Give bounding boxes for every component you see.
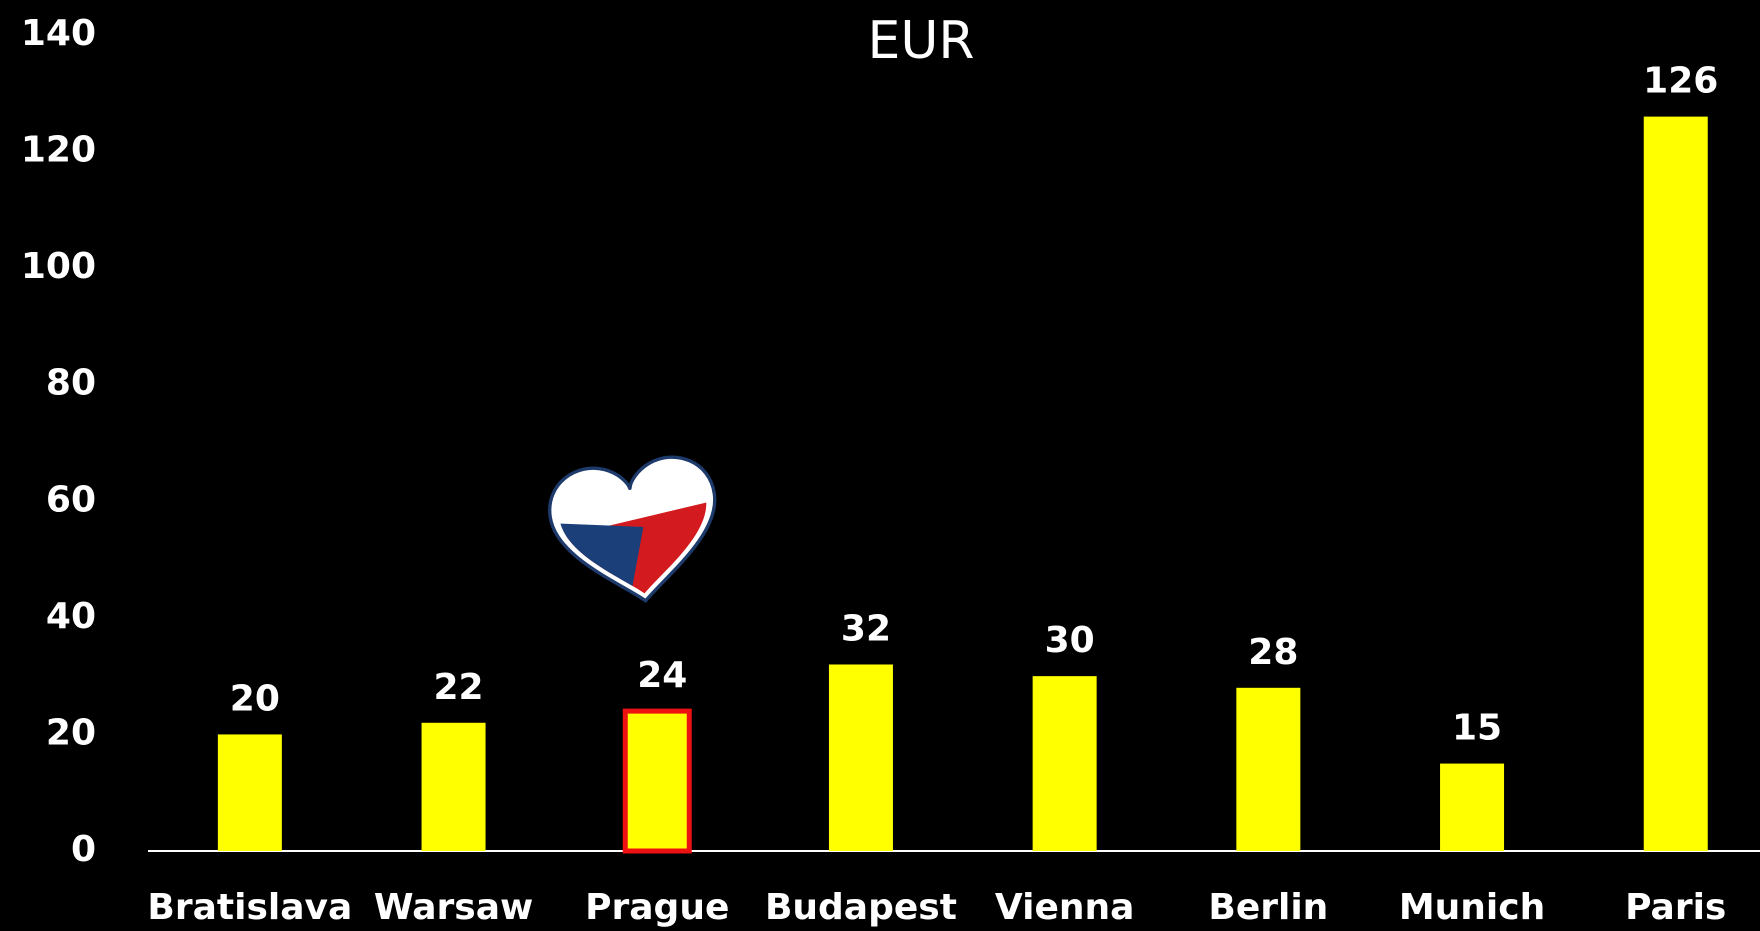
- chart-title: EUR: [867, 11, 974, 71]
- data-label: 22: [433, 667, 483, 708]
- y-tick-label: 40: [46, 596, 96, 637]
- bar: [1032, 676, 1097, 851]
- x-tick-label: Bratislava: [147, 887, 352, 928]
- bar: [828, 664, 893, 851]
- x-tick-label: Prague: [585, 887, 729, 928]
- x-tick-label: Munich: [1399, 887, 1545, 928]
- x-tick-label: Vienna: [995, 887, 1135, 928]
- y-tick-label: 140: [21, 13, 96, 54]
- y-tick-label: 20: [46, 712, 96, 753]
- data-label: 126: [1643, 61, 1718, 102]
- bar: [421, 722, 486, 851]
- x-tick-label: Budapest: [765, 887, 957, 928]
- y-tick-label: 80: [46, 363, 96, 404]
- y-tick-label: 100: [21, 246, 96, 287]
- data-label: 28: [1248, 632, 1298, 673]
- bar: [217, 734, 282, 851]
- data-label: 32: [841, 608, 891, 649]
- data-label: 30: [1045, 620, 1095, 661]
- data-label: 20: [230, 678, 280, 719]
- bar: [1643, 116, 1708, 852]
- x-tick-label: Paris: [1625, 887, 1726, 928]
- bar: [1236, 687, 1301, 851]
- bar: [1440, 763, 1505, 851]
- y-tick-label: 120: [21, 130, 96, 171]
- bar: [622, 708, 692, 854]
- y-tick-label: 0: [71, 829, 96, 870]
- y-tick-label: 60: [46, 479, 96, 520]
- data-label: 24: [637, 655, 687, 696]
- x-tick-label: Berlin: [1208, 887, 1328, 928]
- data-label: 15: [1452, 708, 1502, 749]
- x-tick-label: Warsaw: [374, 887, 533, 928]
